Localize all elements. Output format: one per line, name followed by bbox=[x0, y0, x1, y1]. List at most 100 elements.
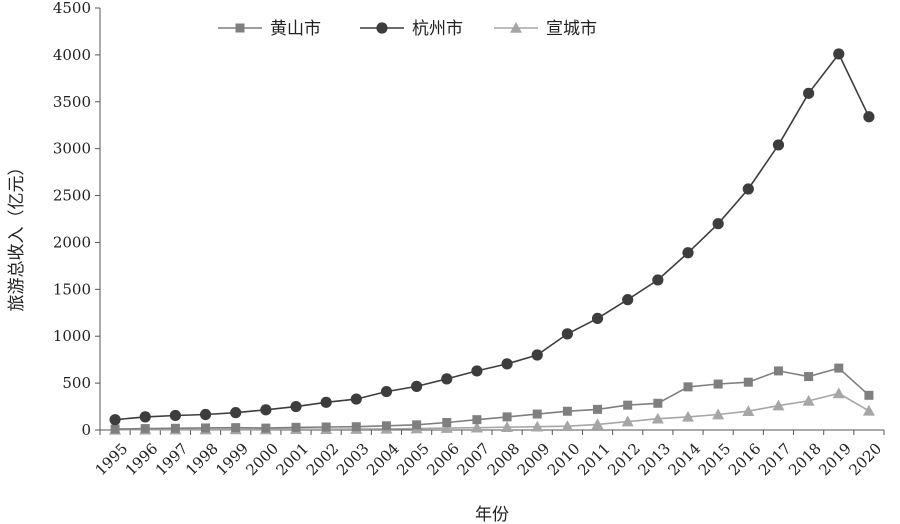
legend-label: 杭州市 bbox=[412, 19, 463, 39]
data-point bbox=[772, 139, 785, 151]
series-line bbox=[115, 52, 870, 421]
data-point bbox=[862, 404, 875, 416]
data-point bbox=[803, 87, 815, 99]
data-point bbox=[532, 409, 542, 419]
x-tick-label: 2003 bbox=[333, 440, 373, 480]
data-point bbox=[713, 379, 723, 389]
x-tick-label: 1995 bbox=[92, 440, 132, 480]
x-tick-label: 2006 bbox=[423, 440, 463, 480]
data-point bbox=[531, 349, 543, 361]
data-point bbox=[622, 294, 634, 306]
data-point bbox=[772, 399, 785, 411]
data-point bbox=[834, 363, 844, 373]
data-point bbox=[832, 387, 845, 399]
data-point bbox=[230, 407, 242, 419]
legend-marker bbox=[376, 22, 388, 34]
data-point bbox=[802, 394, 815, 406]
data-point bbox=[683, 382, 693, 392]
data-point bbox=[381, 421, 391, 431]
x-tick-label: 2001 bbox=[273, 440, 313, 480]
data-point bbox=[320, 396, 332, 408]
data-point bbox=[291, 422, 301, 432]
data-point bbox=[139, 411, 151, 423]
data-point bbox=[501, 421, 514, 432]
data-point bbox=[201, 423, 211, 433]
y-tick-label: 2000 bbox=[53, 233, 91, 251]
series-circle bbox=[109, 48, 875, 426]
x-tick-label: 2018 bbox=[785, 440, 825, 480]
data-point bbox=[561, 420, 574, 432]
data-point bbox=[593, 404, 603, 414]
data-point bbox=[442, 417, 452, 427]
x-tick-label: 2004 bbox=[363, 440, 403, 480]
series-layer bbox=[109, 48, 875, 435]
data-point bbox=[682, 247, 694, 259]
data-point bbox=[441, 373, 453, 385]
data-point bbox=[682, 410, 694, 422]
data-point bbox=[290, 400, 302, 413]
data-point bbox=[833, 48, 845, 60]
data-point bbox=[863, 111, 875, 123]
data-point bbox=[440, 422, 453, 433]
y-tick-label: 0 bbox=[81, 421, 91, 439]
data-point bbox=[261, 423, 271, 433]
data-point bbox=[651, 412, 664, 424]
data-point bbox=[712, 218, 724, 230]
data-point bbox=[199, 408, 212, 421]
series-line bbox=[115, 367, 870, 430]
x-tick-label: 2014 bbox=[665, 440, 705, 480]
x-tick-label: 2020 bbox=[845, 440, 885, 480]
data-point bbox=[531, 420, 544, 432]
data-point bbox=[380, 385, 393, 398]
x-tick-label: 2013 bbox=[634, 440, 674, 480]
legend-label: 宣城市 bbox=[546, 19, 597, 39]
data-point bbox=[591, 312, 604, 325]
data-point bbox=[712, 408, 725, 420]
data-point bbox=[260, 404, 272, 416]
series-line bbox=[115, 392, 870, 431]
data-point bbox=[351, 422, 361, 432]
y-tick-label: 1000 bbox=[53, 327, 91, 345]
x-tick-label: 2005 bbox=[393, 440, 433, 480]
data-point bbox=[109, 414, 121, 426]
data-point bbox=[321, 422, 331, 432]
y-axis-ticks: 0 500 1000 1500 2000 2500 3000 3500 4000 4500 bbox=[53, 0, 100, 439]
data-point bbox=[110, 424, 120, 434]
x-tick-label: 2012 bbox=[604, 440, 644, 480]
data-point bbox=[652, 274, 664, 286]
x-tick-label: 2019 bbox=[815, 440, 855, 480]
x-tick-label: 1996 bbox=[122, 440, 162, 480]
y-tick-label: 1500 bbox=[53, 280, 91, 298]
data-point bbox=[411, 380, 423, 392]
data-point bbox=[561, 328, 573, 340]
y-tick-label: 500 bbox=[62, 374, 91, 392]
data-point bbox=[472, 415, 482, 425]
data-point bbox=[471, 365, 483, 377]
data-point bbox=[501, 358, 513, 370]
data-point bbox=[653, 398, 663, 408]
data-point bbox=[169, 409, 181, 422]
data-point bbox=[562, 406, 572, 416]
data-point bbox=[350, 393, 362, 405]
y-tick-label: 3000 bbox=[53, 140, 91, 158]
x-tick-label: 2010 bbox=[544, 440, 584, 480]
y-tick-label: 2500 bbox=[53, 187, 91, 205]
x-tick-label: 2002 bbox=[303, 440, 343, 480]
x-tick-label: 2009 bbox=[514, 440, 554, 480]
data-point bbox=[742, 405, 755, 417]
legend-marker bbox=[510, 22, 522, 33]
legend-label: 黄山市 bbox=[270, 19, 321, 39]
data-point bbox=[743, 377, 753, 387]
x-tick-label: 2016 bbox=[725, 440, 765, 480]
data-point bbox=[621, 415, 634, 427]
data-point bbox=[170, 423, 180, 433]
x-tick-label: 2007 bbox=[453, 440, 493, 480]
data-point bbox=[470, 421, 483, 433]
x-tick-label: 1998 bbox=[182, 440, 222, 480]
data-point bbox=[591, 418, 604, 430]
x-tick-label: 2000 bbox=[242, 440, 282, 480]
x-tick-label: 1999 bbox=[212, 440, 252, 480]
data-point bbox=[231, 423, 241, 433]
x-tick-label: 2008 bbox=[484, 440, 524, 480]
